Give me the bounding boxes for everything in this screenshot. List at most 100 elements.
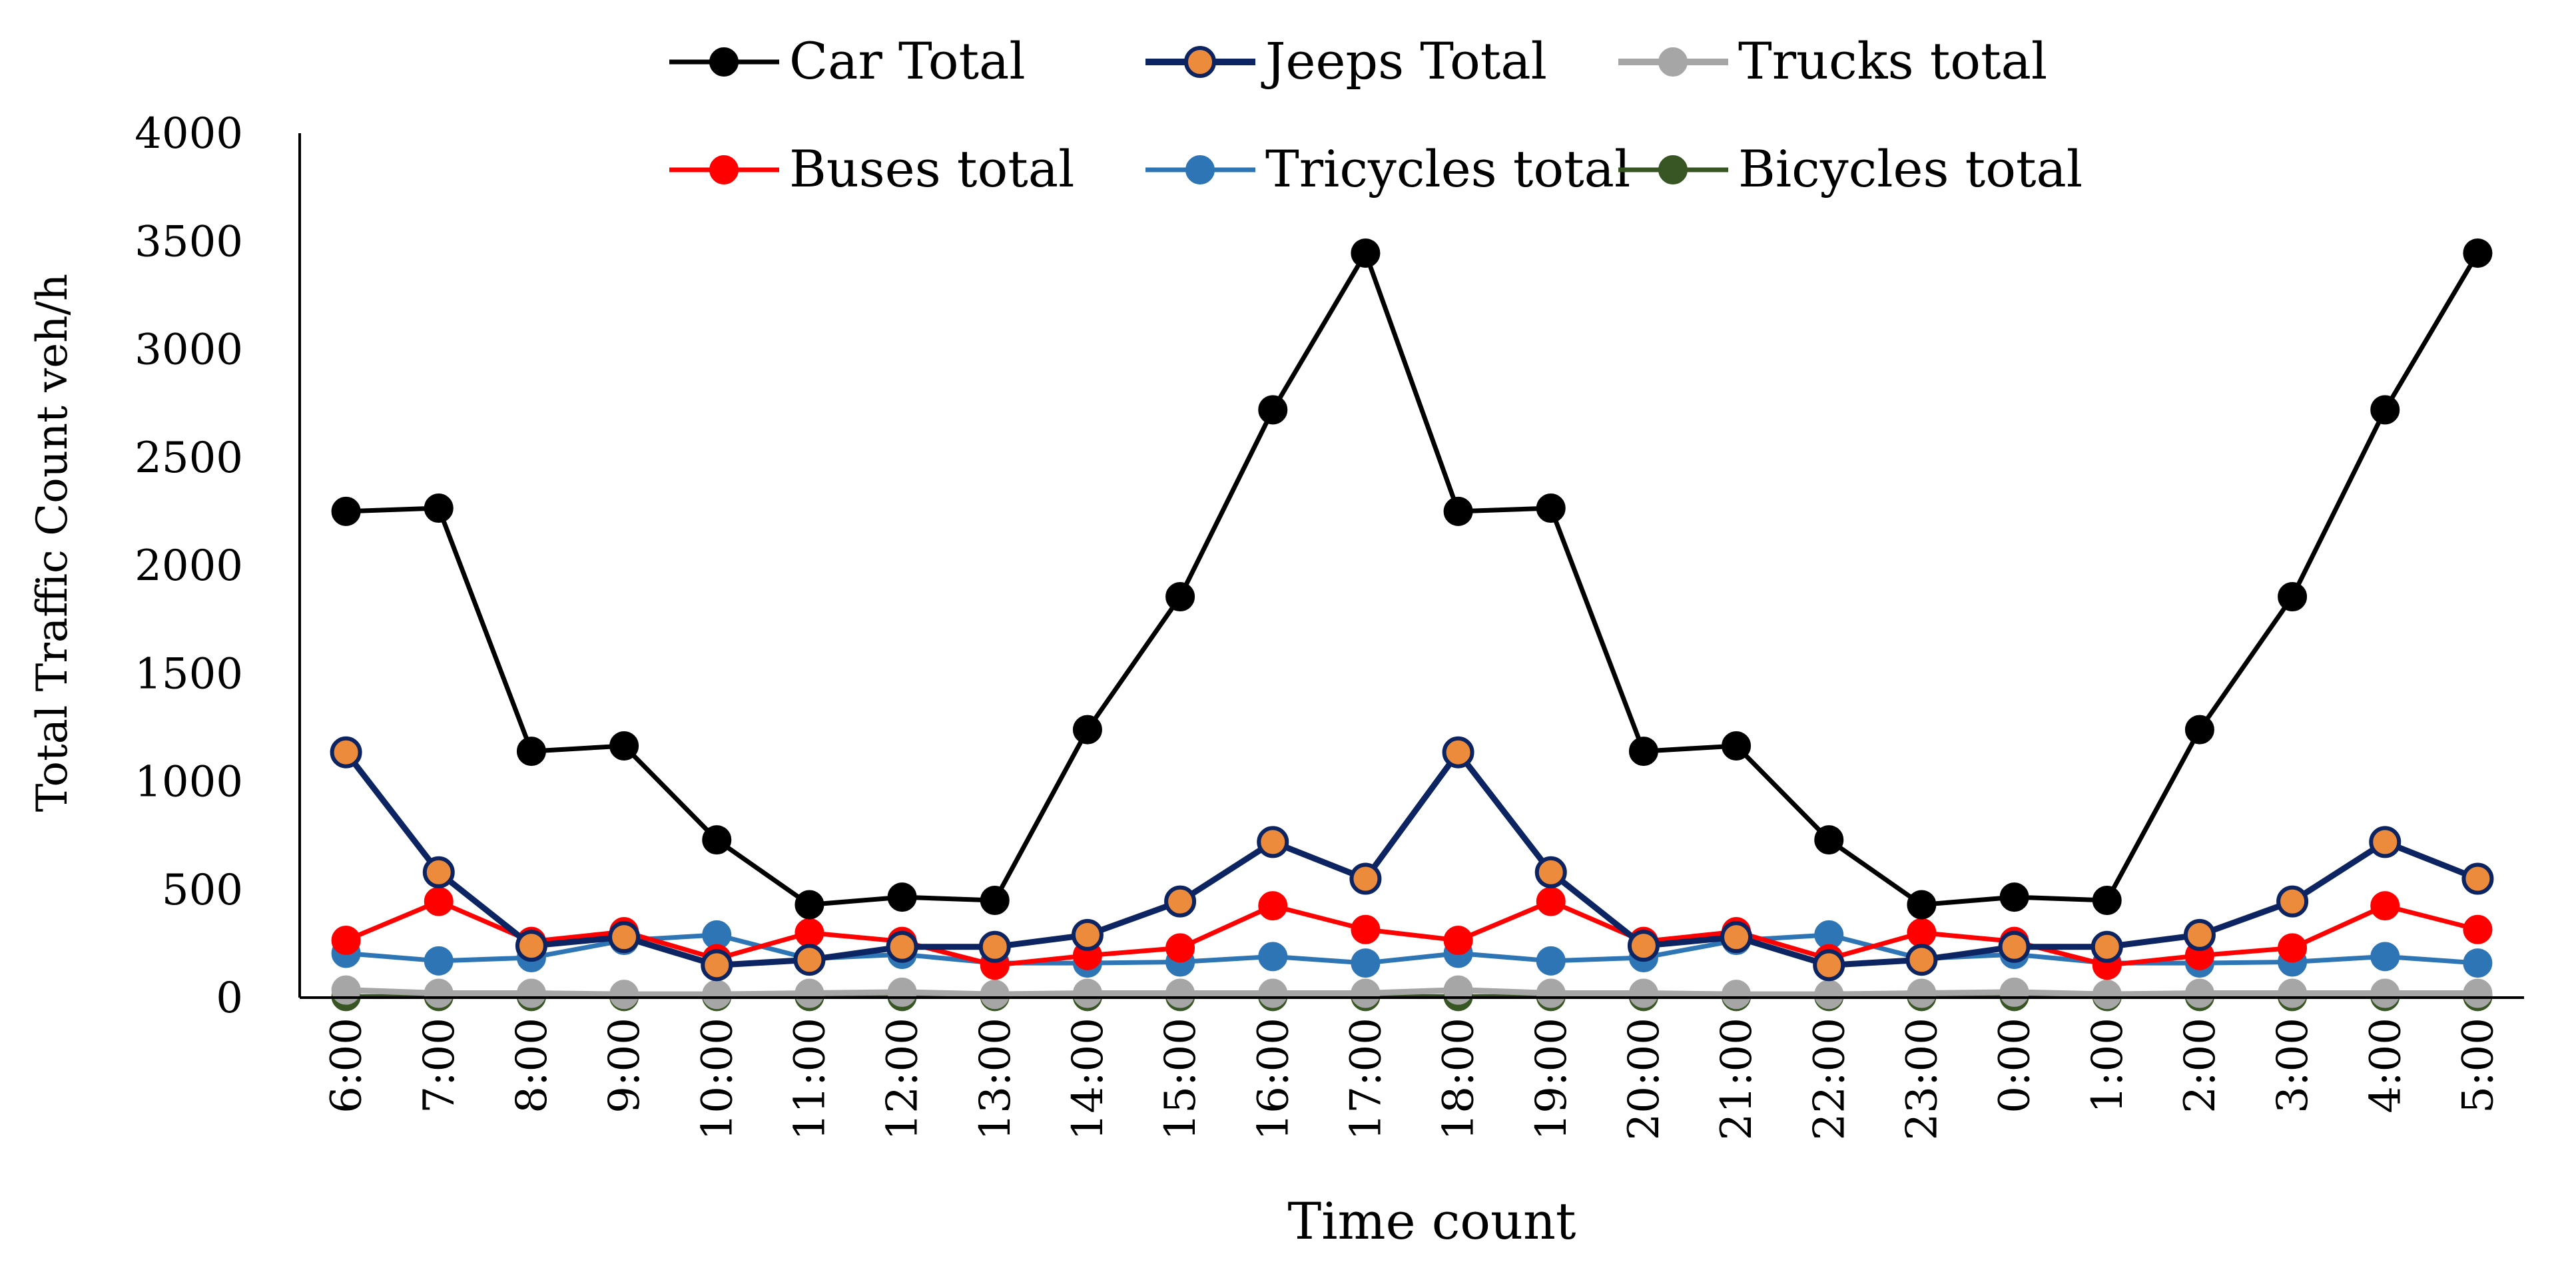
x-tick-label-8-00: 8:00: [507, 1018, 557, 1113]
data-point-trucks-total-1-00: [2092, 980, 2122, 1010]
data-point-trucks-total-4-00: [2370, 978, 2400, 1008]
data-point-trucks-total-7-00: [424, 978, 454, 1008]
data-point-jeeps-total-19-00: [1534, 856, 1567, 888]
series-car-total: [331, 238, 2493, 920]
data-point-buses-total-23-00: [1907, 918, 1937, 948]
series-line-car-total: [346, 250, 2480, 907]
data-point-car-total-0-00: [1999, 882, 2029, 912]
legend-label-trucks-total: Trucks total: [1738, 31, 2047, 91]
data-point-jeeps-total-10-00: [701, 949, 733, 982]
data-point-buses-total-4-00: [2370, 891, 2400, 921]
data-point-trucks-total-0-00: [1999, 977, 2029, 1007]
data-point-car-total-20-00: [1628, 737, 1658, 767]
data-point-jeeps-total-9-00: [608, 921, 641, 954]
data-point-buses-total-7-00: [424, 886, 454, 916]
data-point-jeeps-total-21-00: [1720, 921, 1753, 954]
plot-area: [330, 238, 2494, 1012]
data-point-tricycles-total-7-00: [424, 946, 454, 976]
x-tick-label-19-00: 19:00: [1527, 1018, 1576, 1140]
data-point-car-total-19-00: [1536, 493, 1566, 523]
x-tick-label-2-00: 2:00: [2176, 1018, 2225, 1113]
data-point-tricycles-total-4-00: [2370, 942, 2400, 972]
data-point-trucks-total-22-00: [1814, 980, 1844, 1010]
data-point-trucks-total-13-00: [980, 980, 1010, 1010]
data-point-car-total-21-00: [1722, 731, 1752, 761]
data-point-trucks-total-21-00: [1722, 980, 1752, 1010]
x-tick-label-7-00: 7:00: [415, 1018, 464, 1113]
legend-label-buses-total: Buses total: [789, 139, 1074, 198]
y-axis-title: Total Traffic Count veh/h: [28, 274, 77, 812]
data-point-buses-total-6-00: [331, 926, 361, 956]
data-point-jeeps-total-20-00: [1627, 930, 1660, 962]
data-point-jeeps-total-12-00: [886, 930, 918, 963]
data-point-trucks-total-14-00: [1072, 978, 1102, 1008]
data-point-car-total-17-00: [1351, 238, 1381, 268]
data-point-jeeps-total-3-00: [2276, 885, 2309, 918]
legend-label-tricycles-total: Tricycles total: [1265, 139, 1630, 198]
x-tick-label-20-00: 20:00: [1620, 1018, 1669, 1140]
x-tick-label-4-00: 4:00: [2361, 1018, 2410, 1113]
data-point-jeeps-total-14-00: [1071, 918, 1104, 951]
data-point-car-total-10-00: [702, 825, 732, 855]
data-point-jeeps-total-15-00: [1164, 885, 1197, 918]
data-point-trucks-total-19-00: [1536, 978, 1566, 1008]
data-point-buses-total-19-00: [1536, 886, 1566, 916]
data-point-car-total-13-00: [980, 885, 1010, 915]
data-point-buses-total-5-00: [2463, 914, 2493, 944]
x-tick-label-11-00: 11:00: [785, 1018, 834, 1140]
data-point-car-total-9-00: [609, 731, 639, 761]
data-point-trucks-total-9-00: [609, 980, 639, 1010]
data-point-car-total-18-00: [1443, 496, 1473, 526]
legend-item-tricycles-total: Tricycles total: [1145, 139, 1630, 198]
y-tick-label-2000: 2000: [135, 541, 243, 591]
x-tick-label-23-00: 23:00: [1897, 1018, 1947, 1140]
data-point-jeeps-total-16-00: [1257, 826, 1289, 858]
x-axis-title: Time count: [1288, 1191, 1576, 1251]
x-tick-label-15-00: 15:00: [1156, 1018, 1205, 1140]
y-tick-label-500: 500: [162, 866, 243, 915]
data-point-trucks-total-11-00: [795, 978, 824, 1008]
data-point-car-total-8-00: [516, 737, 546, 767]
y-tick-label-4000: 4000: [135, 109, 243, 158]
x-tick-label-16-00: 16:00: [1249, 1018, 1298, 1140]
series-trucks-total: [331, 975, 2493, 1010]
data-point-tricycles-total-19-00: [1536, 946, 1566, 976]
y-tick-label-1000: 1000: [135, 758, 243, 807]
data-point-trucks-total-23-00: [1907, 978, 1937, 1008]
x-tick-label-12-00: 12:00: [878, 1018, 928, 1140]
x-tick-label-17-00: 17:00: [1341, 1018, 1391, 1140]
data-point-buses-total-15-00: [1165, 933, 1195, 963]
data-point-jeeps-total-13-00: [978, 930, 1011, 963]
data-point-jeeps-total-1-00: [2091, 930, 2123, 963]
legend-label-car-total: Car Total: [789, 31, 1026, 91]
data-point-trucks-total-15-00: [1165, 978, 1195, 1008]
x-tick-label-3-00: 3:00: [2268, 1018, 2318, 1113]
legend: Car Total Jeeps Total Trucks total Buses to…: [669, 31, 2083, 198]
data-point-jeeps-total-0-00: [1998, 930, 2031, 963]
data-point-jeeps-total-8-00: [515, 930, 547, 962]
data-point-jeeps-total-4-00: [2369, 826, 2402, 858]
data-point-car-total-16-00: [1258, 395, 1288, 425]
y-tick-label-3500: 3500: [135, 217, 243, 266]
x-tick-labels: 6:00 7:00 8:00 9:00 10:00 11:00 12:00 13:00 14:0…: [322, 1018, 2503, 1140]
legend-marker-jeeps-total: [1184, 46, 1216, 78]
legend-marker-buses-total: [709, 155, 739, 184]
legend-marker-bicycles-total: [1658, 155, 1688, 184]
series-buses-total: [331, 886, 2493, 980]
legend-label-bicycles-total: Bicycles total: [1738, 139, 2083, 198]
data-point-buses-total-3-00: [2278, 933, 2308, 963]
data-point-trucks-total-2-00: [2184, 978, 2214, 1008]
x-tick-label-22-00: 22:00: [1805, 1018, 1854, 1140]
data-point-trucks-total-18-00: [1443, 975, 1473, 1005]
series-line-trucks-total: [346, 987, 2478, 998]
legend-label-jeeps-total: Jeeps Total: [1261, 31, 1547, 91]
y-tick-label-0: 0: [216, 974, 243, 1023]
x-tick-label-14-00: 14:00: [1064, 1018, 1113, 1140]
x-tick-label-18-00: 18:00: [1435, 1018, 1484, 1140]
data-point-jeeps-total-5-00: [2461, 862, 2494, 895]
data-point-car-total-5-00: [2463, 238, 2493, 268]
data-point-tricycles-total-16-00: [1258, 942, 1288, 972]
y-tick-label-2500: 2500: [135, 434, 243, 483]
legend-marker-car-total: [709, 47, 739, 77]
